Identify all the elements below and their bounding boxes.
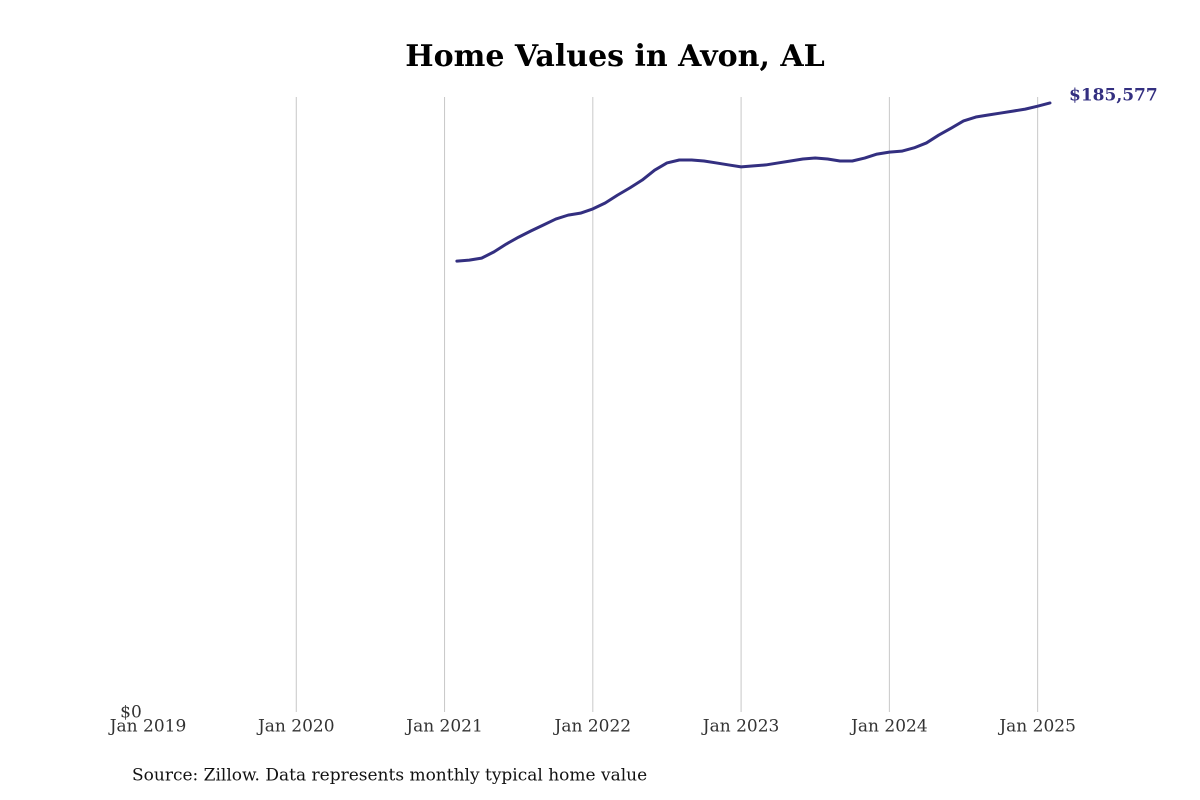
x-tick-label: Jan 2019 (108, 717, 187, 737)
x-tick-label: Jan 2022 (553, 717, 632, 737)
source-note: Source: Zillow. Data represents monthly … (132, 766, 647, 786)
x-tick-label: Jan 2024 (849, 717, 928, 737)
chart-title: Home Values in Avon, AL (405, 39, 824, 74)
x-tick-label: Jan 2020 (256, 717, 335, 737)
y-tick-label: $0 (120, 703, 142, 723)
end-value-label: $185,577 (1069, 85, 1158, 105)
x-tick-label: Jan 2025 (997, 717, 1076, 737)
line-series (455, 101, 1052, 263)
x-tick-label: Jan 2021 (404, 717, 483, 737)
x-tick-label: Jan 2023 (701, 717, 780, 737)
